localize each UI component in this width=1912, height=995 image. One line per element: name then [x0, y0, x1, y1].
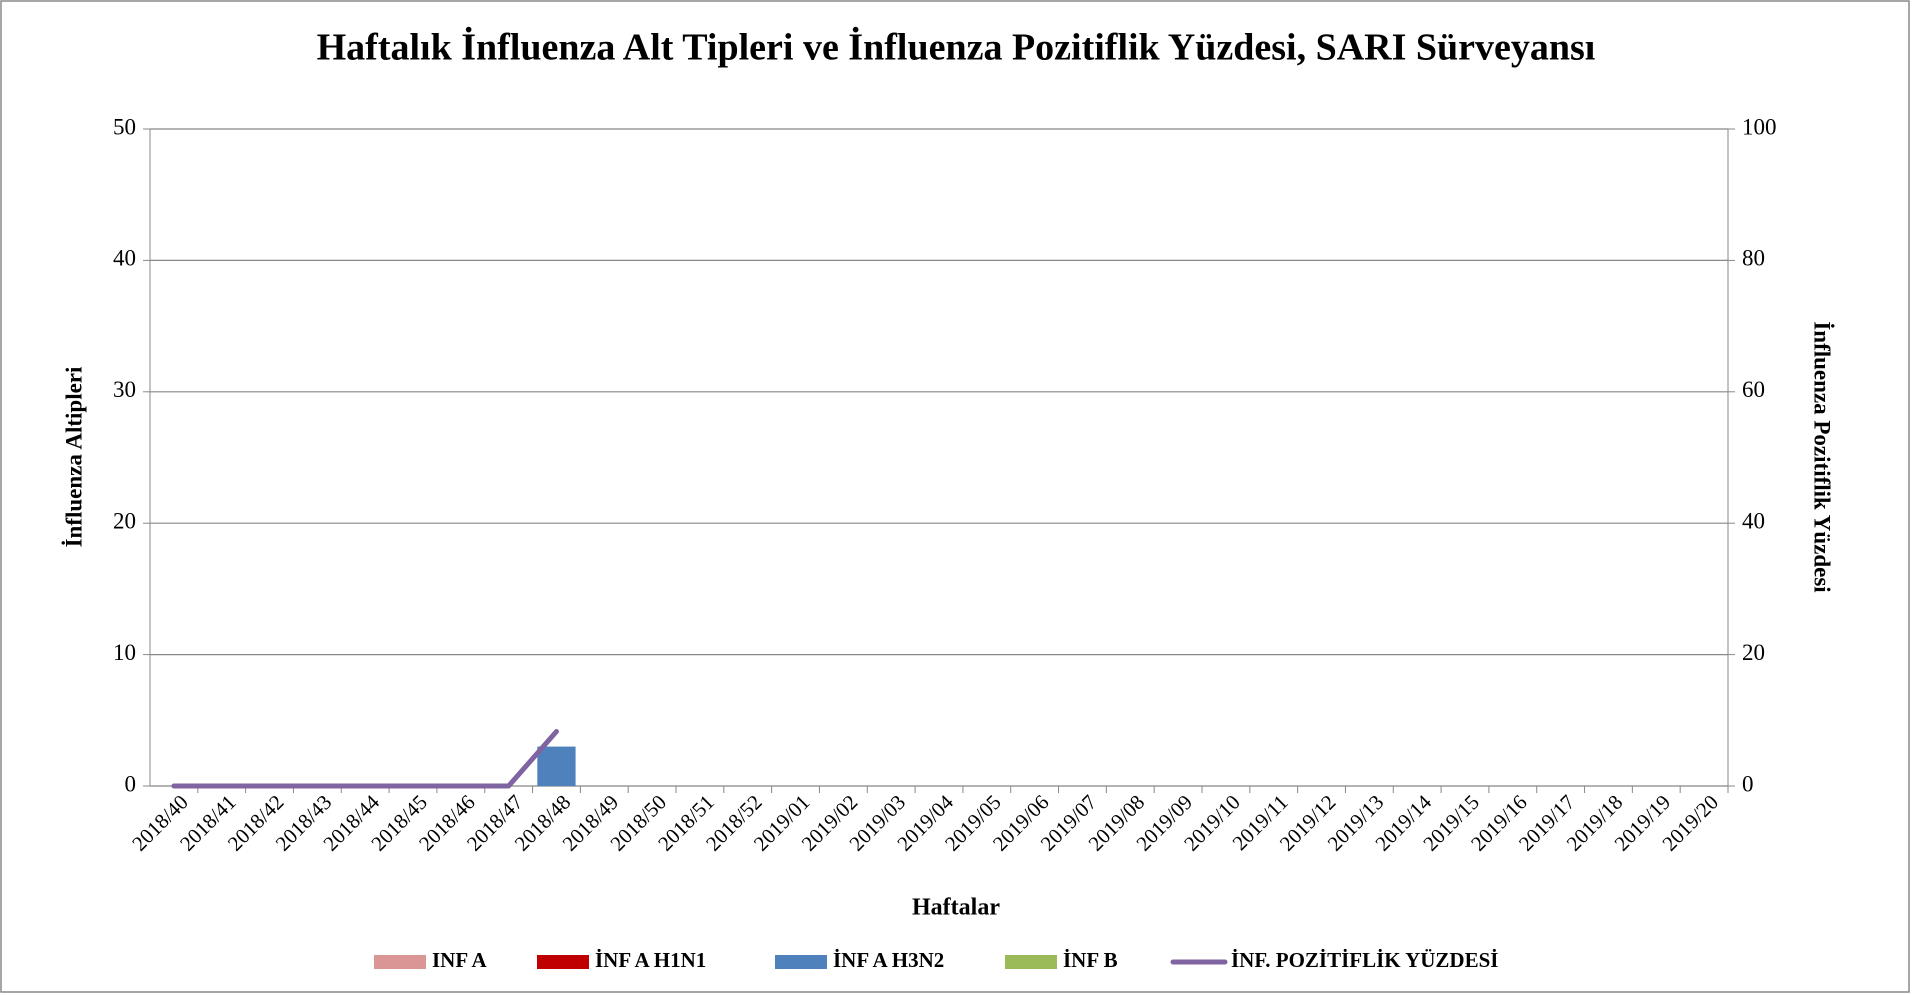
y-axis-title: İnfluenza Altipleri: [61, 366, 86, 547]
bar: [537, 746, 576, 786]
y-tick-label: 30: [113, 377, 136, 402]
y2-tick-label: 60: [1742, 377, 1765, 402]
legend-swatch: [775, 955, 827, 969]
y2-axis-title: İnfluenza Pozitiflik Yüzdesi: [1810, 321, 1835, 593]
y-tick-label: 20: [113, 508, 136, 533]
legend-swatch: [374, 955, 426, 969]
legend-swatch: [537, 955, 589, 969]
legend-label: INF A: [432, 948, 487, 972]
y-tick-label: 0: [125, 771, 137, 796]
legend-label: İNF. POZİTİFLİK YÜZDESİ: [1231, 948, 1498, 972]
y2-tick-label: 40: [1742, 508, 1765, 533]
y2-tick-label: 20: [1742, 640, 1765, 665]
y2-tick-label: 100: [1742, 114, 1777, 139]
y2-tick-label: 80: [1742, 246, 1765, 271]
line: [171, 728, 559, 789]
legend-swatch: [1005, 955, 1057, 969]
x-axis-title: Haftalar: [912, 895, 1000, 921]
legend-label: İNF B: [1063, 948, 1118, 972]
y-tick-label: 10: [113, 640, 136, 665]
legend-label: İNF A H3N2: [833, 948, 944, 972]
y2-tick-label: 0: [1742, 771, 1754, 796]
legend-label: İNF A H1N1: [595, 948, 706, 972]
y-tick-label: 50: [113, 114, 136, 139]
y-tick-label: 40: [113, 246, 136, 271]
chart-title: Haftalık İnfluenza Alt Tipleri ve İnflue…: [317, 27, 1596, 69]
